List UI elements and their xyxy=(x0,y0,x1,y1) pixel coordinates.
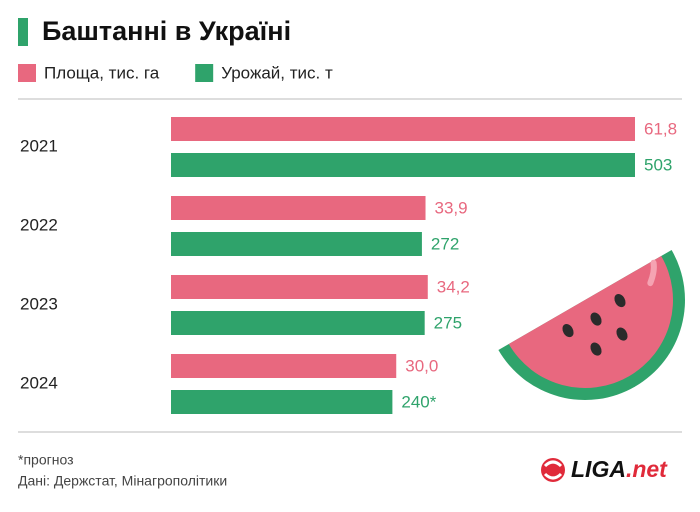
logo: LIGA.net xyxy=(571,456,668,482)
y-tick-label: 2023 xyxy=(20,294,58,313)
value-label: 34,2 xyxy=(437,277,470,296)
bar xyxy=(171,390,393,414)
watermelon xyxy=(498,250,685,400)
value-label: 503 xyxy=(644,155,672,174)
bar xyxy=(171,232,422,256)
bar xyxy=(171,196,426,220)
value-label: 240* xyxy=(401,392,436,411)
source: Дані: Держстат, Мінагрополітики xyxy=(18,473,227,489)
logo-text: .net xyxy=(626,456,668,482)
legend-label: Площа, тис. га xyxy=(44,63,160,82)
bar xyxy=(171,311,425,335)
bar xyxy=(171,354,397,378)
logo-icon xyxy=(543,460,563,480)
y-tick-label: 2022 xyxy=(20,215,58,234)
bar xyxy=(171,117,635,141)
value-label: 30,0 xyxy=(405,356,438,375)
legend-swatch xyxy=(195,64,214,82)
value-label: 275 xyxy=(434,313,462,332)
footnote: *прогноз xyxy=(18,452,74,468)
bar xyxy=(171,275,428,299)
y-tick-label: 2024 xyxy=(20,373,58,392)
value-label: 33,9 xyxy=(435,198,468,217)
title-marker xyxy=(18,18,28,46)
value-label: 272 xyxy=(431,234,459,253)
bar xyxy=(171,153,635,177)
logo-text: LIGA xyxy=(571,456,626,482)
value-label: 61,8 xyxy=(644,119,677,138)
chart-title: Баштанні в Україні xyxy=(42,16,291,46)
legend-label: Урожай, тис. т xyxy=(221,63,333,82)
y-tick-label: 2021 xyxy=(20,136,58,155)
legend-swatch xyxy=(18,64,36,82)
